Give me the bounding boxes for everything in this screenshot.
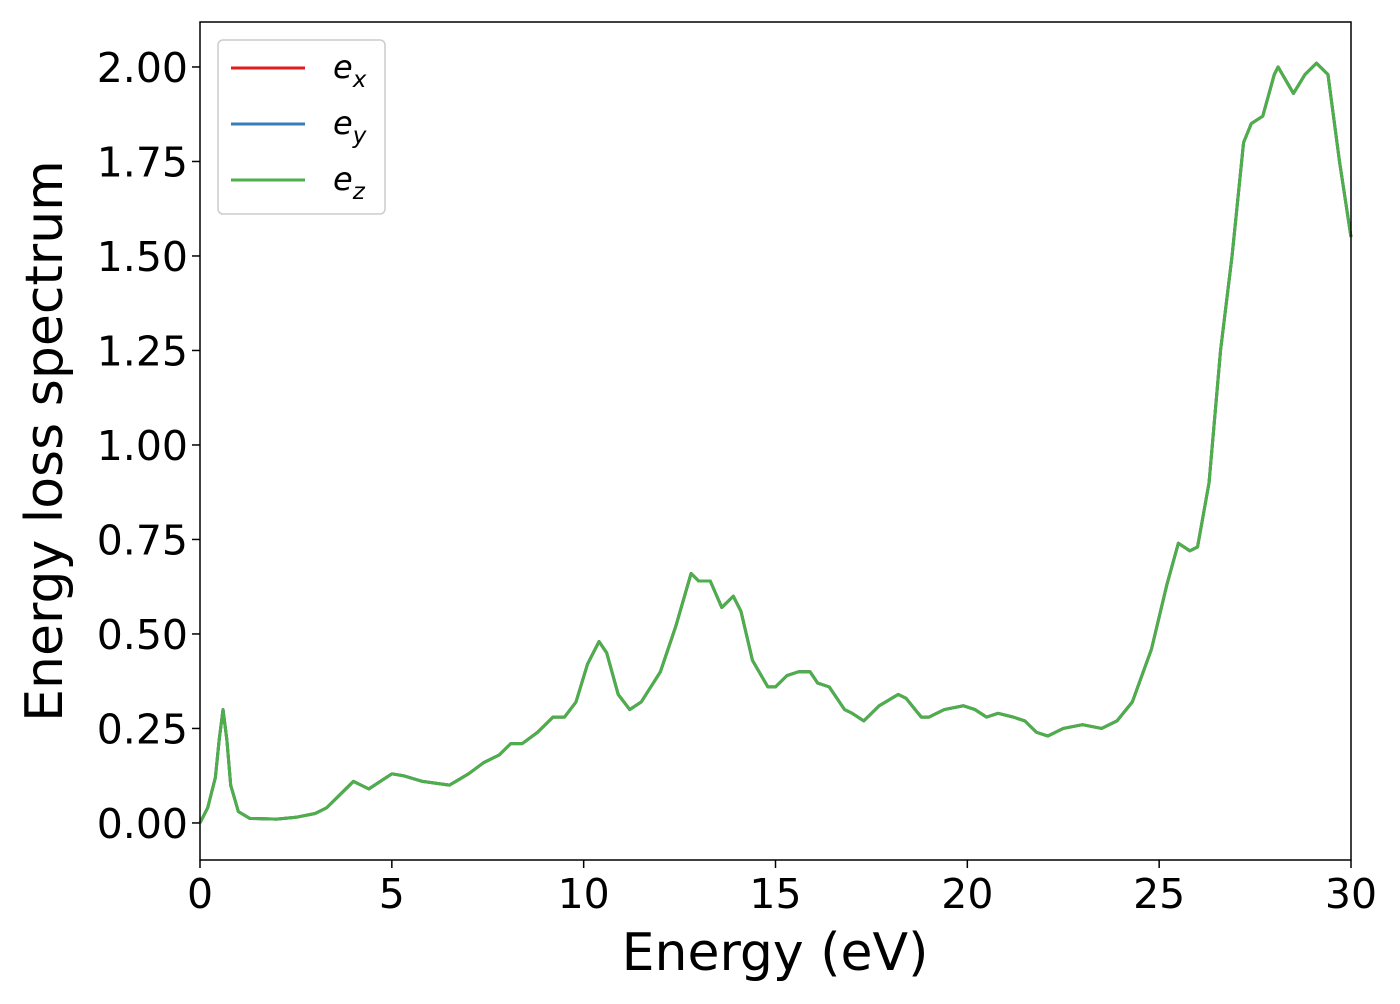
- y-tick-label: 0.50: [97, 611, 188, 659]
- x-tick-label: 0: [187, 870, 213, 918]
- legend-label: ez: [333, 160, 366, 205]
- plot-frame: [199, 21, 1352, 861]
- x-tick-label: 30: [1325, 870, 1377, 918]
- x-axis-label: Energy (eV): [622, 923, 929, 983]
- y-tick-label: 2.00: [97, 44, 188, 92]
- x-tick-label: 15: [749, 870, 801, 918]
- y-tick-label: 0.75: [97, 516, 188, 564]
- legend-label: ex: [333, 48, 367, 93]
- series-line: [198, 61, 1353, 824]
- x-tick-label: 20: [941, 870, 993, 918]
- x-tick-label: 5: [379, 870, 405, 918]
- y-tick-label: 0.00: [97, 800, 188, 848]
- legend-label: ey: [333, 104, 367, 149]
- x-tick-label: 10: [558, 870, 610, 918]
- y-tick-label: 1.50: [97, 233, 188, 281]
- y-axis-label: Energy loss spectrum: [15, 160, 75, 722]
- x-tick-label: 25: [1133, 870, 1185, 918]
- y-tick-label: 0.25: [97, 705, 188, 753]
- y-tick-label: 1.00: [97, 422, 188, 470]
- legend-box: [217, 39, 386, 215]
- y-tick-label: 1.25: [97, 327, 188, 375]
- y-tick-label: 1.75: [97, 138, 188, 186]
